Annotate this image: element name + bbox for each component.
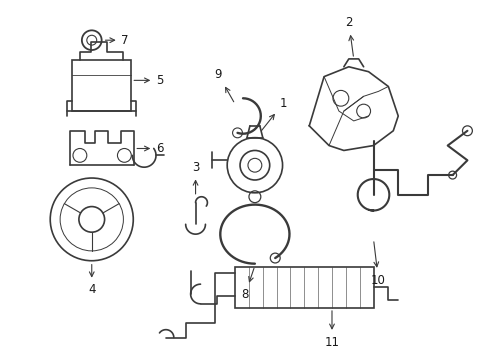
Text: 9: 9 [214, 68, 233, 102]
Text: 3: 3 [191, 161, 199, 194]
Text: 1: 1 [261, 97, 286, 131]
Text: 6: 6 [137, 142, 163, 155]
Bar [235, 267, 373, 308]
Text: 2: 2 [345, 16, 353, 56]
Text: 8: 8 [241, 268, 253, 301]
Text: 11: 11 [324, 311, 339, 348]
Bar [72, 60, 131, 111]
Text: 4: 4 [88, 265, 95, 296]
Text: 10: 10 [370, 242, 385, 287]
Text: 5: 5 [134, 74, 163, 87]
Text: 7: 7 [105, 34, 129, 47]
